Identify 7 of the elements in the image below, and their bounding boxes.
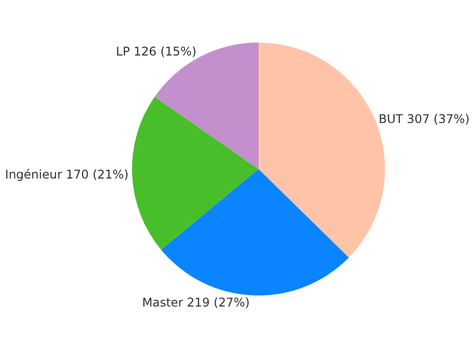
pie-slice <box>154 42 258 169</box>
slice-label: Ingénieur 170 (21%) <box>5 167 129 182</box>
slice-label: BUT 307 (37%) <box>378 112 470 126</box>
slice-label: LP 126 (15%) <box>116 44 196 58</box>
pie-slice <box>132 96 258 250</box>
pie-slice <box>161 169 349 296</box>
slice-label: Master 219 (27%) <box>142 295 250 310</box>
